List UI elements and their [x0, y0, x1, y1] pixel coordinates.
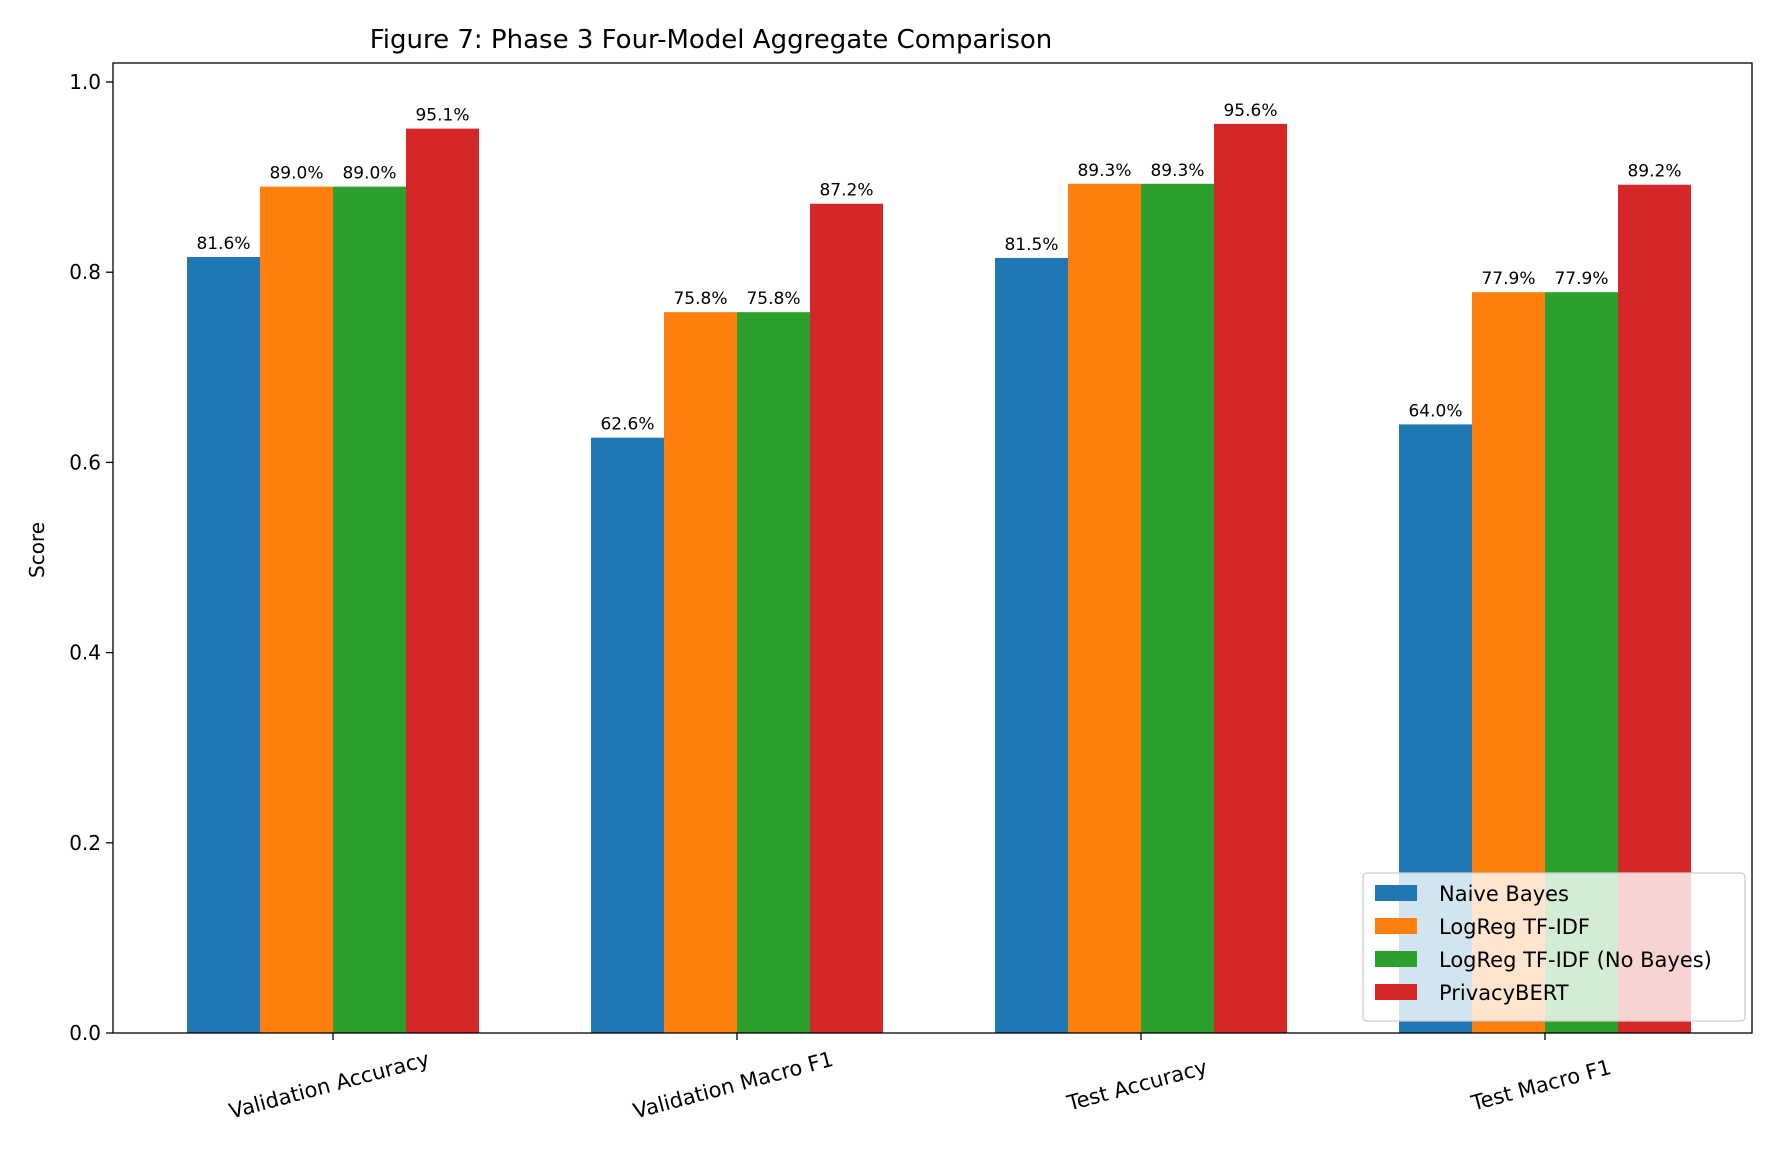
- bar-4-2: [810, 203, 883, 1033]
- bar-4-1: [406, 128, 479, 1033]
- chart-title: Figure 7: Phase 3 Four-Model Aggregate C…: [370, 25, 1053, 55]
- data-label-4-3: 95.6%: [1223, 101, 1277, 121]
- data-label-3-2: 75.8%: [746, 289, 800, 309]
- y-tick-label-3: 0.6: [69, 450, 101, 474]
- x-tick-label-1: Validation Accuracy: [226, 1047, 431, 1124]
- bar-3-1: [333, 186, 406, 1034]
- legend-swatch-3: [1375, 951, 1417, 967]
- legend-swatch-1: [1375, 885, 1417, 901]
- data-label-1-3: 81.5%: [1004, 235, 1058, 255]
- legend-box: [1362, 872, 1746, 1022]
- bar-4-3: [1214, 123, 1287, 1034]
- y-axis-label: Score: [25, 522, 49, 578]
- y-tick-label-0: 0.0: [69, 1021, 101, 1045]
- y-tick-label-4: 0.8: [69, 260, 101, 284]
- data-label-1-2: 62.6%: [600, 415, 654, 435]
- legend-label-3: LogReg TF-IDF (No Bayes): [1439, 948, 1712, 972]
- data-label-4-2: 87.2%: [819, 181, 873, 201]
- data-label-2-2: 75.8%: [673, 289, 727, 309]
- data-label-4-1: 95.1%: [415, 106, 469, 126]
- bar-2-3: [1068, 183, 1141, 1033]
- data-label-1-1: 81.6%: [196, 234, 250, 254]
- bar-1-1: [187, 257, 260, 1033]
- bar-1-2: [591, 437, 664, 1033]
- data-label-2-3: 89.3%: [1077, 161, 1131, 181]
- bar-1-3: [995, 257, 1068, 1033]
- data-label-3-4: 77.9%: [1554, 269, 1608, 289]
- x-tick-label-2: Validation Macro F1: [631, 1047, 836, 1124]
- y-tick-label-1: 0.2: [69, 831, 101, 855]
- y-tick-label-2: 0.4: [69, 641, 101, 665]
- bar-3-2: [737, 312, 810, 1033]
- bar-3-3: [1141, 183, 1214, 1033]
- axes-frame: [112, 62, 1753, 1034]
- data-label-1-4: 64.0%: [1408, 401, 1462, 421]
- data-label-3-3: 89.3%: [1150, 161, 1204, 181]
- legend-label-1: Naive Bayes: [1439, 882, 1569, 906]
- y-tick-label-5: 1.0: [69, 70, 101, 94]
- data-label-2-1: 89.0%: [269, 164, 323, 184]
- bar-2-1: [260, 186, 333, 1034]
- x-tick-label-3: Test Accuracy: [1064, 1055, 1210, 1116]
- legend: Naive Bayes LogReg TF-IDF LogReg TF-IDF (N…: [1362, 872, 1746, 1022]
- legend-swatch-2: [1375, 918, 1417, 934]
- legend-swatch-4: [1375, 984, 1417, 1000]
- data-label-3-1: 89.0%: [342, 164, 396, 184]
- bar-2-2: [664, 312, 737, 1033]
- data-label-2-4: 77.9%: [1481, 269, 1535, 289]
- x-tick-label-4: Test Macro F1: [1468, 1055, 1614, 1116]
- legend-label-2: LogReg TF-IDF: [1439, 915, 1590, 939]
- legend-label-4: PrivacyBERT: [1439, 981, 1569, 1005]
- data-label-4-4: 89.2%: [1627, 162, 1681, 182]
